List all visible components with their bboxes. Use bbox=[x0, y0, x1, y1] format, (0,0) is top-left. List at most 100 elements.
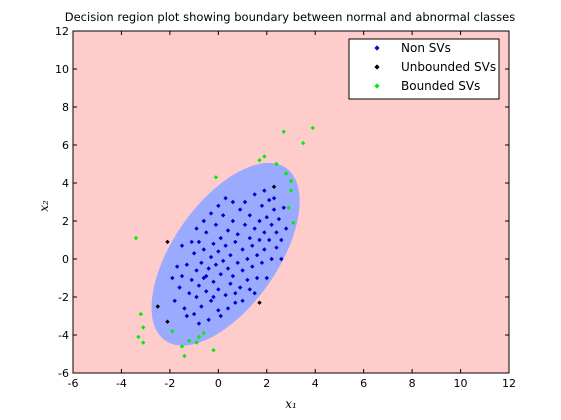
point-non-svs bbox=[271, 207, 277, 212]
point-non-svs bbox=[225, 266, 231, 271]
point-non-svs bbox=[216, 203, 221, 208]
point-non-svs bbox=[204, 273, 209, 279]
point-non-svs bbox=[257, 218, 262, 224]
point-non-svs bbox=[240, 268, 245, 273]
point-non-svs bbox=[247, 287, 253, 292]
point-non-svs bbox=[170, 275, 175, 281]
point-non-svs bbox=[276, 216, 282, 222]
point-non-svs bbox=[262, 188, 267, 193]
point-non-svs bbox=[191, 311, 197, 317]
point-non-svs bbox=[199, 260, 204, 265]
x-tick-label: 2 bbox=[263, 377, 270, 390]
point-non-svs bbox=[223, 292, 228, 298]
point-non-svs bbox=[262, 247, 267, 252]
y-tick-label: 12 bbox=[55, 25, 69, 38]
point-non-svs bbox=[245, 277, 250, 283]
point-non-svs bbox=[269, 222, 274, 227]
point-non-svs bbox=[233, 291, 238, 296]
x-axis-label: x₁ bbox=[285, 397, 297, 411]
point-non-svs bbox=[199, 304, 204, 309]
x-tick-label: 6 bbox=[360, 377, 367, 390]
point-bounded-svs bbox=[170, 329, 175, 334]
point-non-svs bbox=[279, 256, 284, 262]
point-non-svs bbox=[242, 199, 248, 205]
point-non-svs bbox=[223, 243, 228, 248]
point-non-svs bbox=[213, 262, 219, 267]
point-non-svs bbox=[179, 273, 185, 279]
point-bounded-svs bbox=[310, 125, 315, 131]
point-unbounded-svs bbox=[257, 300, 262, 305]
point-non-svs bbox=[264, 275, 269, 281]
point-non-svs bbox=[240, 298, 245, 303]
point-non-svs bbox=[230, 218, 236, 224]
point-non-svs bbox=[211, 294, 216, 300]
legend-label: Unbounded SVs bbox=[401, 60, 496, 74]
ticks-layer: -6 -4 -2 0 2 4 6 8 10 12 -6 -4 -2 0 2 4 6 8 10 12 bbox=[55, 25, 516, 390]
point-non-svs bbox=[196, 321, 202, 326]
point-non-svs bbox=[269, 256, 274, 262]
point-non-svs bbox=[252, 226, 257, 231]
x-tick-label: 10 bbox=[454, 377, 468, 390]
point-non-svs bbox=[184, 262, 190, 267]
point-non-svs bbox=[208, 298, 214, 303]
point-non-svs bbox=[283, 226, 289, 231]
point-non-svs bbox=[228, 253, 233, 258]
point-non-svs bbox=[196, 239, 202, 245]
point-non-svs bbox=[220, 213, 226, 218]
point-non-svs bbox=[208, 254, 214, 260]
point-non-svs bbox=[225, 228, 231, 233]
point-unbounded-svs bbox=[165, 319, 170, 324]
point-non-svs bbox=[259, 203, 265, 208]
point-non-svs bbox=[235, 232, 240, 237]
point-non-svs bbox=[252, 192, 257, 197]
legend-box bbox=[348, 38, 500, 100]
point-non-svs bbox=[237, 207, 243, 212]
point-non-svs bbox=[187, 291, 192, 296]
point-non-svs bbox=[254, 275, 260, 281]
point-non-svs bbox=[259, 260, 265, 265]
point-non-svs bbox=[279, 237, 284, 243]
point-non-svs bbox=[218, 313, 223, 319]
y-axis-label: x₂ bbox=[37, 200, 51, 212]
point-non-svs bbox=[204, 289, 209, 294]
point-bounded-svs bbox=[213, 175, 219, 180]
x-tick-label: -6 bbox=[68, 377, 79, 390]
point-bounded-svs bbox=[211, 348, 216, 353]
point-bounded-svs bbox=[257, 158, 262, 163]
point-non-svs bbox=[204, 230, 209, 235]
point-bounded-svs bbox=[133, 235, 139, 241]
point-non-svs bbox=[228, 281, 233, 286]
point-bounded-svs bbox=[182, 353, 187, 359]
point-bounded-svs bbox=[179, 344, 185, 349]
point-non-svs bbox=[208, 211, 214, 216]
point-non-svs bbox=[223, 196, 228, 201]
point-non-svs bbox=[174, 264, 180, 269]
point-non-svs bbox=[211, 279, 216, 284]
point-bounded-svs bbox=[288, 178, 294, 184]
legend-entries: Non SVs Unbounded SVs Bounded SVs bbox=[374, 41, 496, 93]
point-non-svs bbox=[216, 308, 221, 313]
point-non-svs bbox=[267, 197, 272, 203]
point-non-svs bbox=[230, 273, 236, 279]
point-bounded-svs bbox=[201, 330, 206, 336]
point-non-svs bbox=[274, 230, 279, 235]
y-tick-label: -4 bbox=[58, 329, 69, 342]
y-tick-label: 10 bbox=[55, 63, 69, 76]
y-tick-label: 4 bbox=[62, 177, 69, 190]
point-bounded-svs bbox=[274, 161, 279, 167]
y-tick-label: 2 bbox=[62, 215, 69, 228]
normal-region bbox=[151, 162, 300, 346]
point-non-svs bbox=[233, 239, 238, 245]
point-bounded-svs bbox=[288, 188, 294, 193]
point-bounded-svs bbox=[136, 334, 141, 340]
point-non-svs bbox=[257, 237, 262, 243]
point-non-svs bbox=[274, 245, 279, 250]
point-bounded-svs bbox=[262, 154, 267, 159]
point-non-svs bbox=[235, 260, 240, 265]
point-non-svs bbox=[247, 235, 253, 241]
point-non-svs bbox=[201, 247, 206, 252]
point-non-svs bbox=[267, 237, 272, 243]
point-non-svs bbox=[250, 264, 255, 269]
legend-marker-unbounded-svs bbox=[374, 64, 380, 70]
